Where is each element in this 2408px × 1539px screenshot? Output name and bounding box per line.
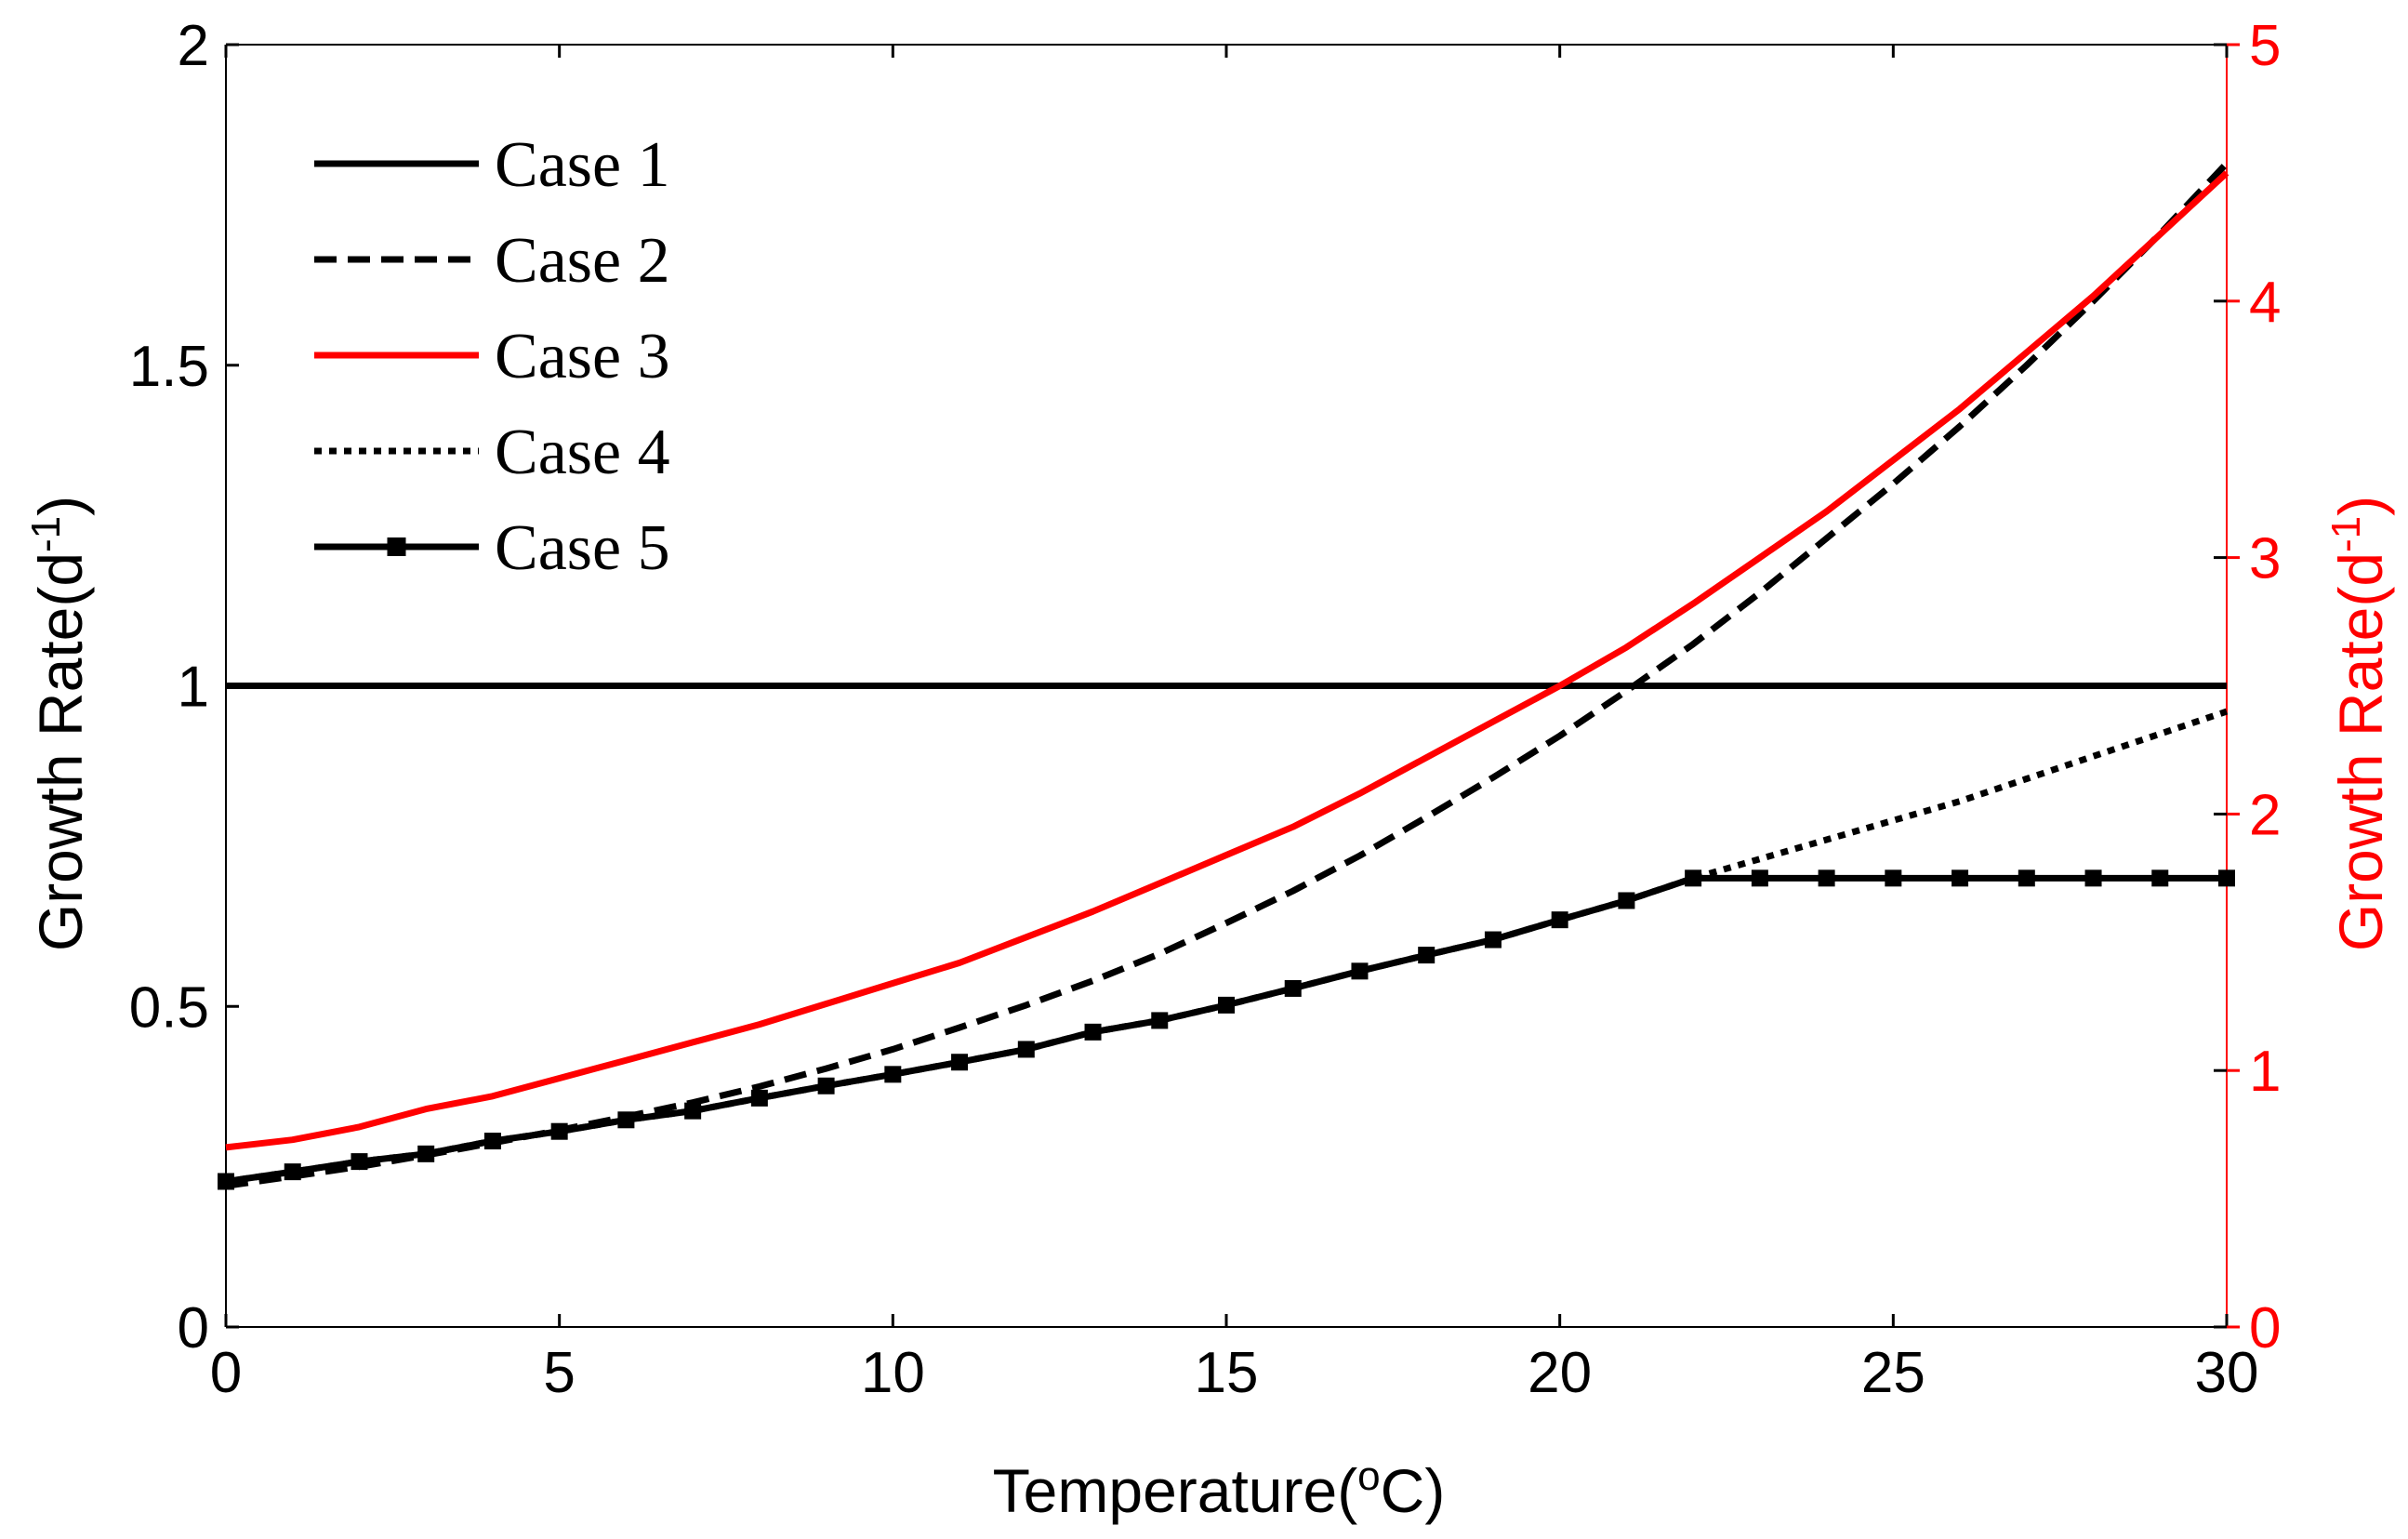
series-marker-case-5 [2218,869,2235,887]
y-tick-label: 0.5 [129,975,209,1040]
series-marker-case-5 [1818,869,1835,887]
x-tick-label: 20 [1528,1341,1592,1405]
series-marker-case-5 [1218,996,1235,1014]
series-marker-case-5 [1418,947,1436,964]
y2-tick-label: 3 [2249,527,2281,591]
y2-axis-title: Growth Rate(d-1) [2323,496,2396,951]
series-marker-case-5 [1284,979,1302,997]
x-tick-label: 25 [1861,1341,1925,1405]
y2-tick-label: 1 [2249,1040,2281,1104]
series-marker-case-5 [1952,869,1969,887]
series-marker-case-5 [483,1133,501,1150]
legend-label-case-5: Case 5 [495,512,670,584]
series-marker-case-5 [750,1089,768,1107]
x-tick-label: 5 [543,1341,575,1405]
y-tick-label: 0 [178,1296,209,1360]
legend-label-case-1: Case 1 [495,129,670,201]
legend-label-case-3: Case 3 [495,321,670,392]
y2-tick-label: 0 [2249,1296,2281,1360]
y2-tick-label: 5 [2249,14,2281,78]
x-axis-title: Temperature(oC) [993,1453,1446,1526]
series-marker-case-5 [284,1163,301,1181]
series-marker-case-5 [1084,1023,1102,1041]
series-marker-case-5 [351,1153,368,1171]
series-marker-case-5 [684,1102,702,1120]
series-marker-case-5 [550,1122,568,1140]
x-tick-label: 10 [861,1341,925,1405]
y-tick-label: 1 [178,656,209,720]
series-line-case-2 [225,161,2229,1189]
x-tick-label: 30 [2195,1341,2259,1405]
series-marker-case-5 [1351,962,1369,980]
series-marker-case-5 [2084,869,2102,887]
series-lines [218,161,2235,1190]
series-marker-case-5 [1151,1012,1169,1029]
series-marker-case-5 [817,1077,835,1095]
series-marker-case-5 [2151,869,2169,887]
y-axis-title: Growth Rate(d-1) [23,496,96,951]
series-marker-case-5 [617,1111,635,1129]
series-marker-case-5 [417,1145,435,1162]
series-marker-case-5 [2018,869,2035,887]
y2-tick-label: 4 [2249,271,2281,335]
legend-label-case-4: Case 4 [495,417,670,488]
series-marker-case-5 [1484,931,1502,949]
legend-label-case-2: Case 2 [495,225,670,297]
series-line-case-4 [225,708,2229,1185]
legend-marker-case-5 [387,537,406,556]
x-tick-label: 15 [1195,1341,1259,1405]
series-marker-case-5 [1017,1041,1035,1058]
series-marker-case-5 [1685,869,1702,887]
axis-ticks [224,43,2240,1329]
x-tick-label: 0 [210,1341,242,1405]
series-marker-case-5 [1885,869,1902,887]
series-marker-case-5 [884,1066,902,1083]
series-line-case-3 [225,170,2229,1151]
series-marker-case-5 [1618,892,1635,909]
series-marker-case-5 [1551,911,1568,929]
y-tick-label: 2 [178,14,209,78]
y2-tick-label: 2 [2249,783,2281,847]
legend: Case 1 Case 2 Case 3 Case 4 Case 5 [314,129,670,584]
series-marker-case-5 [218,1173,234,1190]
y-tick-label: 1.5 [129,335,209,399]
series-marker-case-5 [1751,869,1768,887]
series-marker-case-5 [951,1054,969,1071]
